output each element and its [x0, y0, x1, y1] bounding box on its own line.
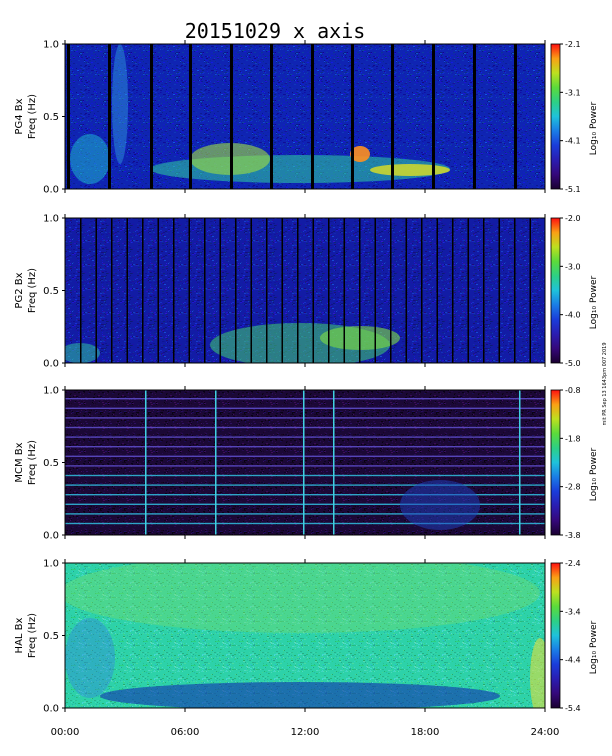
- colorbar-tick-label: -1.8: [565, 434, 581, 443]
- colorbar-tick-label: -4.1: [565, 137, 581, 146]
- y-tick-label: 0.0: [43, 704, 59, 715]
- colorbar-tick-label: -3.4: [565, 607, 581, 616]
- x-tick-label: 00:00: [51, 727, 80, 738]
- y-tick-label: 1.0: [43, 386, 59, 397]
- colorbar-label: Log₁₀ Power: [589, 102, 599, 156]
- colorbar-tick-label: -5.1: [565, 185, 581, 194]
- colorbar-tick-label: -2.0: [565, 214, 581, 223]
- colorbar-tick-label: -4.4: [565, 656, 581, 665]
- spectrogram-image: [65, 563, 545, 708]
- figure-title: 20151029 x axis: [185, 19, 366, 43]
- y-tick-label: 0.0: [43, 531, 59, 542]
- x-tick-label: 06:00: [171, 727, 200, 738]
- time-axis: 00:00 06:00 12:00 18:00 24:00: [51, 727, 560, 738]
- y-tick-label: 1.0: [43, 40, 59, 51]
- colorbar-tick-label: -5.4: [565, 704, 581, 713]
- y-axis-label-station: HAL Bx: [14, 617, 25, 653]
- y-tick-label: 1.0: [43, 214, 59, 225]
- colorbar-tick-label: -4.0: [565, 311, 581, 320]
- y-axis-label-unit: Freq (Hz): [27, 613, 38, 658]
- colorbar-label: Log₁₀ Power: [589, 276, 599, 330]
- colorbar-label: Log₁₀ Power: [589, 621, 599, 675]
- y-tick-label: 0.0: [43, 185, 59, 196]
- spectrogram-image: [65, 218, 545, 363]
- y-tick-label: 0.0: [43, 359, 59, 370]
- spectrogram-image: [65, 390, 545, 535]
- y-axis-label-unit: Freq (Hz): [27, 440, 38, 485]
- y-axis-label-unit: Freq (Hz): [27, 94, 38, 139]
- x-tick-label: 18:00: [411, 727, 440, 738]
- colorbar: [550, 43, 561, 190]
- panel-4: 1.0 0.5 0.0 HAL Bx Freq (Hz) -2.4 -3.4 -4.4 -5.4…: [14, 559, 599, 715]
- colorbar-tick-label: -3.8: [565, 531, 581, 540]
- colorbar-tick-label: -3.1: [565, 88, 581, 97]
- colorbar-tick-label: -2.4: [565, 559, 581, 568]
- x-tick-label: 12:00: [291, 727, 320, 738]
- panel-2: 1.0 0.5 0.0 PG2 Bx Freq (Hz) -2.0 -3.0 -4.0 -5.0…: [14, 214, 599, 370]
- colorbar: [550, 562, 561, 709]
- colorbar-tick-label: -2.8: [565, 483, 581, 492]
- y-axis-label-station: PG4 Bx: [14, 98, 25, 134]
- colorbar-tick-label: -5.0: [565, 359, 581, 368]
- colorbar-tick-label: -0.8: [565, 386, 581, 395]
- y-tick-label: 0.5: [43, 458, 59, 469]
- colorbar: [550, 217, 561, 364]
- y-tick-label: 0.5: [43, 286, 59, 297]
- y-tick-label: 0.5: [43, 631, 59, 642]
- panel-1: 1.0 0.5 0.0 PG4 Bx Freq (Hz) -2.1 -3.1 -4.1 -5.1…: [14, 40, 599, 196]
- panel-3: 1.0 0.5 0.0 MCM Bx Freq (Hz) -0.8 -1.8 -2.8 -3.8…: [14, 386, 599, 542]
- x-tick-label: 24:00: [531, 727, 560, 738]
- colorbar-tick-label: -3.0: [565, 262, 581, 271]
- colorbar-label: Log₁₀ Power: [589, 448, 599, 502]
- y-tick-label: 1.0: [43, 559, 59, 570]
- side-note: mit PR Sep 13 1643pm 007 2019: [602, 342, 608, 425]
- spectrogram-image: [65, 44, 545, 189]
- y-axis-label-station: PG2 Bx: [14, 272, 25, 308]
- y-axis-label-unit: Freq (Hz): [27, 268, 38, 313]
- colorbar-tick-label: -2.1: [565, 40, 581, 49]
- y-axis-label-station: MCM Bx: [14, 442, 25, 482]
- y-tick-label: 0.5: [43, 112, 59, 123]
- colorbar: [550, 389, 561, 536]
